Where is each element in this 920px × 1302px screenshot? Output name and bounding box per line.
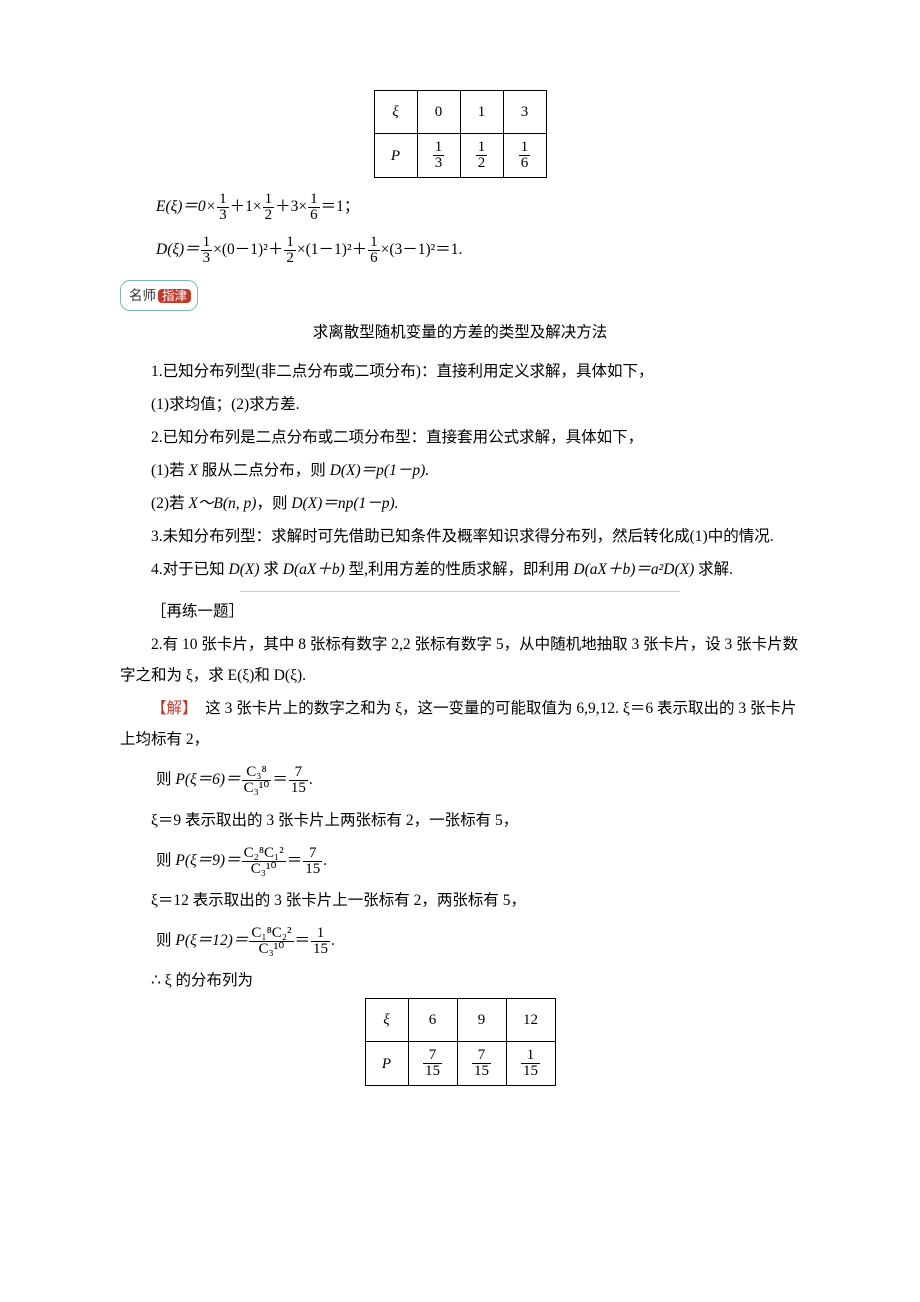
prob-9: 则 P(ξ＝9)＝C₂⁸C₁²C₃¹⁰＝715. [156,842,800,879]
distribution-table-2: ξ 6 9 12 P 715 715 115 [365,998,556,1086]
table2-p0: 715 [408,1042,457,1086]
table1-p1: 12 [460,134,503,178]
body-5: (2)若 X～B(n, p)，则 D(X)＝np(1－p). [120,488,800,519]
distribution-table-1: ξ 0 1 3 P 13 12 16 [374,90,547,178]
table1-col1: 1 [460,91,503,134]
table2-col0: 6 [408,999,457,1042]
table1-col2: 3 [503,91,546,134]
body-4: (1)若 X 服从二点分布，则 D(X)＝p(1－p). [120,455,800,486]
solution-label: 【解】 [151,700,190,717]
teacher-tip-badge: 名师指津 [120,280,800,311]
body-7: 4.对于已知 D(X) 求 D(aX＋b) 型,利用方差的性质求解，即利用 D(… [120,554,800,585]
table2-col2: 12 [506,999,555,1042]
prob-12-intro: ξ＝12 表示取出的 3 张卡片上一张标有 2，两张标有 5， [120,885,800,916]
section-title: 求离散型随机变量的方差的类型及解决方法 [120,317,800,348]
prob-6: 则 P(ξ＝6)＝C₃⁸C₃¹⁰＝715. [156,761,800,798]
table1-col0: 0 [417,91,460,134]
table2-p2: 115 [506,1042,555,1086]
solution-intro: 【解】 这 3 张卡片上的数字之和为 ξ，这一变量的可能取值为 6,9,12. … [120,693,800,755]
prob-9-intro: ξ＝9 表示取出的 3 张卡片上两张标有 2，一张标有 5， [120,805,800,836]
table2-prob-label: P [365,1042,408,1086]
distribution-label: ∴ ξ 的分布列为 [120,965,800,996]
question-2: 2.有 10 张卡片，其中 8 张标有数字 2,2 张标有数字 5，从中随机地抽… [120,629,800,691]
body-3: 2.已知分布列是二点分布或二项分布型：直接套用公式求解，具体如下， [120,422,800,453]
practice-label: ［再练一题］ [120,596,800,627]
body-2: (1)求均值；(2)求方差. [120,389,800,420]
table2-p1: 715 [457,1042,506,1086]
table1-var: ξ [374,91,417,134]
table2-col1: 9 [457,999,506,1042]
divider [240,589,680,592]
table2-var: ξ [365,999,408,1042]
table1-prob-label: P [374,134,417,178]
body-1: 1.已知分布列型(非二点分布或二项分布)：直接利用定义求解，具体如下， [120,356,800,387]
body-6: 3.未知分布列型：求解时可先借助已知条件及概率知识求得分布列，然后转化成(1)中… [120,521,800,552]
table1-p2: 16 [503,134,546,178]
equation-expectation: E(ξ)＝0×13＋1×12＋3×16＝1； [156,188,800,225]
table1-p0: 13 [417,134,460,178]
equation-variance: D(ξ)＝13×(0－1)²＋12×(1－1)²＋16×(3－1)²＝1. [156,231,800,268]
prob-12: 则 P(ξ＝12)＝C₁⁸C₂²C₃¹⁰＝115. [156,922,800,959]
